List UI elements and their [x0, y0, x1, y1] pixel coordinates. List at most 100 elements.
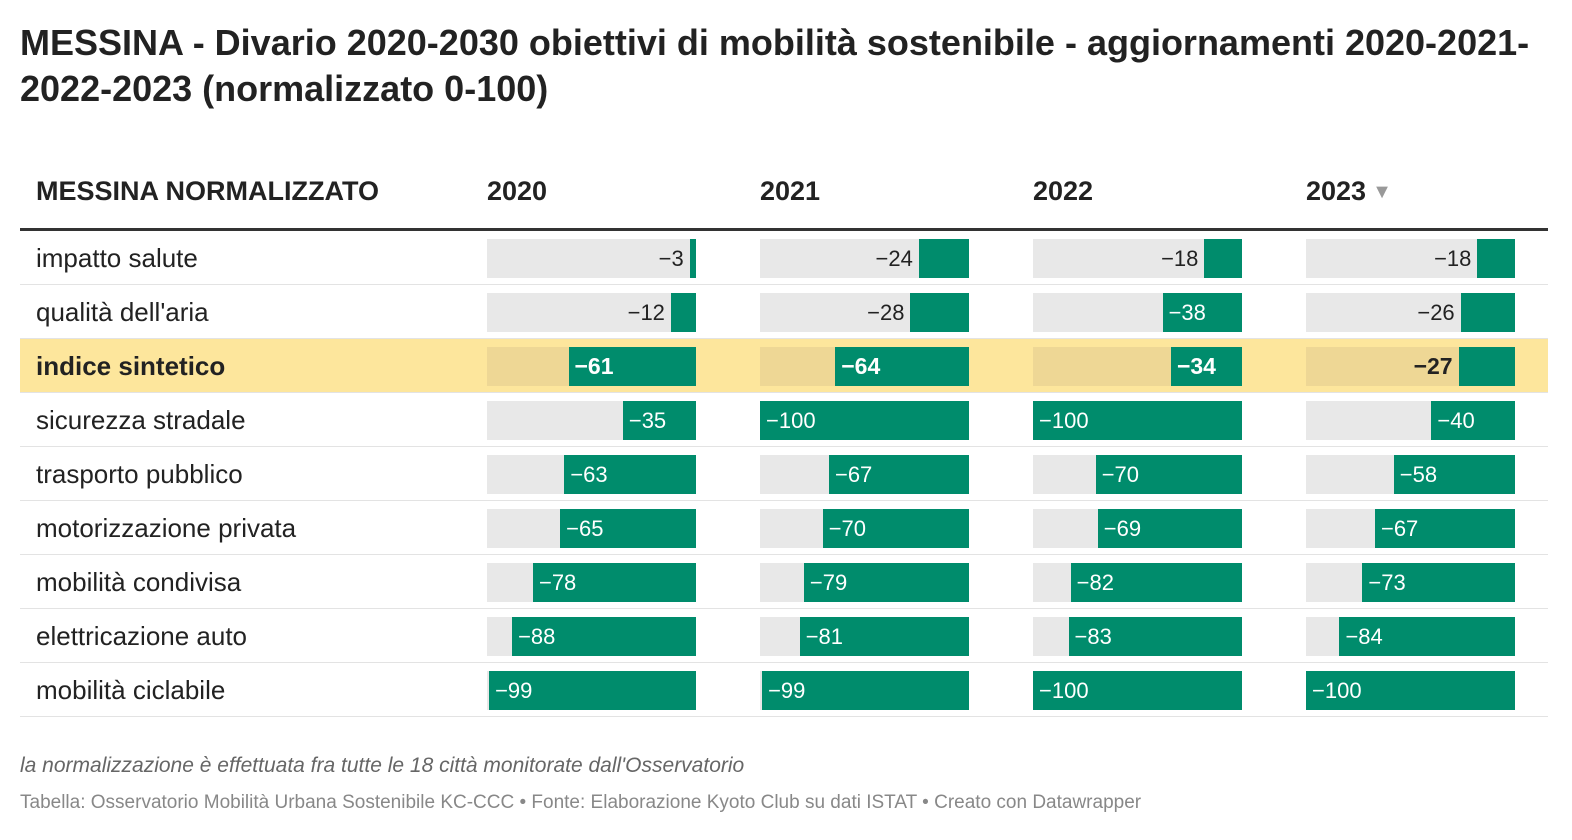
value-label: −83	[1074, 624, 1112, 649]
column-header-2022[interactable]: 2022	[1033, 176, 1093, 207]
bar-cell: −3	[487, 239, 696, 278]
row-label: impatto salute	[36, 243, 198, 273]
data-table: MESSINA NORMALIZZATO 2020 2021 2022 2023 ▼ i…	[20, 164, 1548, 717]
row-label: trasporto pubblico	[36, 459, 243, 489]
value-label: −81	[805, 624, 844, 649]
value-label: −88	[518, 624, 556, 649]
bar-cell: −63	[487, 455, 696, 494]
table-body: impatto salute −3 −24 −18 −18 qualità dell'ar…	[20, 231, 1548, 717]
bar	[1362, 563, 1515, 602]
chart-title: MESSINA - Divario 2020-2030 obiettivi di…	[20, 22, 1530, 109]
bar-cell: −100	[1033, 671, 1242, 710]
bar	[760, 401, 969, 440]
table-row: trasporto pubblico −63 −67 −70 −58	[20, 447, 1548, 501]
bar	[1068, 617, 1242, 656]
bar-cell: −40	[1306, 401, 1515, 440]
bar-cell: −27	[1306, 347, 1515, 386]
row-label: indice sintetico	[36, 351, 226, 381]
value-label: −70	[828, 516, 867, 541]
value-label: −18	[1434, 246, 1472, 271]
value-label: −69	[1103, 516, 1142, 541]
value-label: −79	[809, 570, 848, 595]
bar-cell: −100	[1033, 401, 1242, 440]
bar	[1033, 671, 1242, 710]
bar-cell: −61	[487, 347, 696, 386]
bar-cell: −83	[1033, 617, 1242, 656]
column-header-2023[interactable]: 2023 ▼	[1306, 176, 1392, 207]
bar-cell: −35	[487, 401, 696, 440]
value-label: −70	[1101, 462, 1140, 487]
bar-cell: −12	[487, 293, 696, 332]
value-label: −12	[627, 300, 665, 325]
bar	[1095, 455, 1242, 494]
table-source: Tabella: Osservatorio Mobilità Urbana So…	[20, 792, 1142, 813]
column-header-2021[interactable]: 2021	[760, 176, 820, 207]
column-header-label: 2023	[1306, 176, 1367, 206]
bar	[1033, 401, 1242, 440]
bar	[910, 293, 969, 332]
bar-cell: −82	[1033, 563, 1242, 602]
value-label: −27	[1413, 353, 1453, 379]
bar-cell: −28	[760, 293, 969, 332]
bar	[560, 509, 696, 548]
value-label: −26	[1417, 300, 1455, 325]
table-row: mobilità ciclabile −99 −99 −100 −100	[20, 663, 1548, 717]
value-label: −58	[1399, 462, 1438, 487]
bar	[835, 347, 969, 386]
bar-cell: −73	[1306, 563, 1515, 602]
bar-cell: −18	[1306, 239, 1515, 278]
value-label: −34	[1176, 353, 1216, 379]
column-header-label: 2021	[760, 176, 821, 206]
bar	[1374, 509, 1515, 548]
bar-cell: −67	[1306, 509, 1515, 548]
table-row: motorizzazione privata −65 −70 −69 −67	[20, 501, 1548, 555]
bar	[803, 563, 969, 602]
bar	[1477, 239, 1515, 278]
value-label: −24	[875, 246, 913, 271]
bar	[489, 671, 696, 710]
triangle-down-icon[interactable]: ▼	[1372, 181, 1392, 203]
value-label: −73	[1368, 570, 1406, 595]
value-label: −99	[495, 678, 533, 703]
table-row: impatto salute −3 −24 −18 −18	[20, 231, 1548, 285]
column-header-2020[interactable]: 2020	[487, 176, 547, 207]
value-label: −61	[574, 353, 614, 379]
bar-cell: −99	[487, 671, 696, 710]
bar	[1460, 293, 1515, 332]
bar	[828, 455, 969, 494]
row-label: mobilità condivisa	[36, 567, 242, 597]
bar-cell: −99	[760, 671, 969, 710]
bar-cell: −100	[1306, 671, 1515, 710]
bar-cell: −78	[487, 563, 696, 602]
table-row: qualità dell'aria −12 −28 −38 −26	[20, 285, 1548, 339]
value-label: −82	[1076, 570, 1114, 595]
table-header: MESSINA NORMALIZZATO 2020 2021 2022 2023 ▼	[20, 164, 1548, 231]
bar	[1458, 347, 1515, 386]
bar-cell: −18	[1033, 239, 1242, 278]
bar-cell: −58	[1306, 455, 1515, 494]
value-label: −100	[1312, 678, 1362, 703]
value-label: −38	[1168, 300, 1206, 325]
table-row: sicurezza stradale −35 −100 −100 −40	[20, 393, 1548, 447]
table-row: mobilità condivisa −78 −79 −82 −73	[20, 555, 1548, 609]
row-label: mobilità ciclabile	[36, 675, 226, 705]
bar	[532, 563, 696, 602]
bar	[1162, 293, 1242, 332]
bar	[1306, 671, 1515, 710]
value-label: −78	[538, 570, 577, 595]
value-label: −67	[834, 462, 873, 487]
bar-cell: −65	[487, 509, 696, 548]
value-label: −18	[1161, 246, 1199, 271]
table-row: indice sintetico −61 −64 −34 −27	[20, 339, 1548, 393]
bar	[622, 401, 696, 440]
bar	[1393, 455, 1515, 494]
bar-cell: −70	[1033, 455, 1242, 494]
bar	[1204, 239, 1242, 278]
value-label: −100	[766, 408, 816, 433]
bar	[1170, 347, 1242, 386]
bar-cell: −38	[1033, 293, 1242, 332]
value-label: −100	[1039, 678, 1089, 703]
bar	[822, 509, 969, 548]
bar	[568, 347, 696, 386]
value-label: −65	[566, 516, 604, 541]
